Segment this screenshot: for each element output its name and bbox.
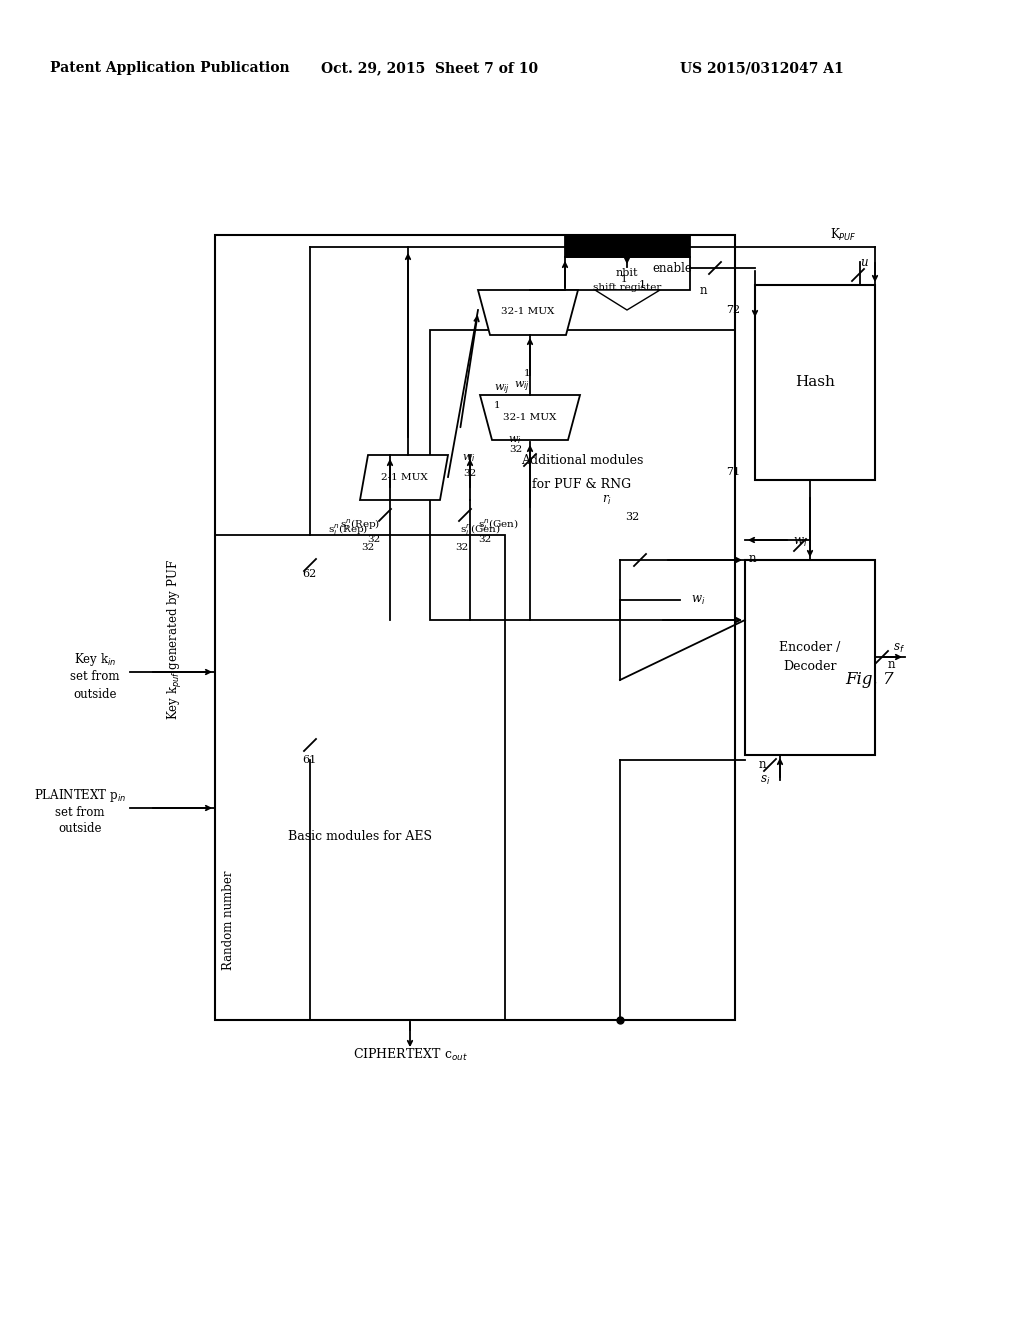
Bar <box>215 535 505 1020</box>
Text: 1: 1 <box>523 368 530 378</box>
Text: w$_{ij}$: w$_{ij}$ <box>514 380 530 395</box>
Text: 1: 1 <box>494 401 501 411</box>
Text: enable: enable <box>652 261 692 275</box>
Text: shift register: shift register <box>593 282 662 292</box>
Text: s$_{i}^{n}$(Rep): s$_{i}^{n}$(Rep) <box>340 517 380 533</box>
Text: K$_{PUF}$: K$_{PUF}$ <box>830 227 857 243</box>
Bar <box>755 285 874 480</box>
Text: Decoder: Decoder <box>783 660 837 673</box>
Text: 32: 32 <box>367 535 380 544</box>
Text: set from: set from <box>55 805 104 818</box>
Text: n: n <box>700 284 708 297</box>
Polygon shape <box>595 290 660 310</box>
Text: 32-1 MUX: 32-1 MUX <box>502 308 555 317</box>
Text: Encoder /: Encoder / <box>779 640 841 653</box>
Bar <box>215 235 735 1020</box>
Text: 32: 32 <box>509 446 522 454</box>
Text: s$_{f}$: s$_{f}$ <box>893 642 905 655</box>
Text: Basic modules for AES: Basic modules for AES <box>288 830 432 843</box>
Text: Patent Application Publication: Patent Application Publication <box>50 61 290 75</box>
Text: Hash: Hash <box>795 375 835 389</box>
Text: 2-1 MUX: 2-1 MUX <box>381 473 427 482</box>
Text: 72: 72 <box>726 305 740 315</box>
Text: 32: 32 <box>361 544 375 553</box>
Polygon shape <box>478 290 578 335</box>
Text: 32-1 MUX: 32-1 MUX <box>504 412 557 421</box>
Text: 1: 1 <box>639 280 646 290</box>
Text: s$_{i}$: s$_{i}$ <box>760 774 770 787</box>
Text: Oct. 29, 2015  Sheet 7 of 10: Oct. 29, 2015 Sheet 7 of 10 <box>322 61 539 75</box>
Text: r$_{i}$: r$_{i}$ <box>602 494 612 507</box>
Text: s$_{i}^{n}$(Gen): s$_{i}^{n}$(Gen) <box>478 517 519 533</box>
Text: 62: 62 <box>302 569 316 579</box>
Text: set from: set from <box>71 671 120 684</box>
Text: w$_{i}$: w$_{i}$ <box>462 451 476 463</box>
Text: w$_{i}$: w$_{i}$ <box>793 536 807 549</box>
Text: w$_{i}$: w$_{i}$ <box>690 594 705 607</box>
Text: n: n <box>759 758 766 771</box>
Text: outside: outside <box>74 688 117 701</box>
Text: 32: 32 <box>625 512 639 521</box>
Text: Fig. 7: Fig. 7 <box>846 672 894 689</box>
Text: PLAINTEXT p$_{in}$: PLAINTEXT p$_{in}$ <box>34 787 126 804</box>
Text: n: n <box>749 552 756 565</box>
Text: s$_{i}^{n}$(Rep): s$_{i}^{n}$(Rep) <box>328 523 368 537</box>
Polygon shape <box>480 395 580 440</box>
Text: US 2015/0312047 A1: US 2015/0312047 A1 <box>680 61 844 75</box>
Bar <box>430 330 735 620</box>
Text: nbit: nbit <box>615 268 638 279</box>
Text: u: u <box>860 256 867 268</box>
Text: Additional modules: Additional modules <box>521 454 643 466</box>
Bar <box>745 560 874 755</box>
Text: for PUF & RNG: for PUF & RNG <box>532 479 632 491</box>
Text: 1: 1 <box>621 276 627 285</box>
Text: 61: 61 <box>302 755 316 766</box>
Text: 32: 32 <box>463 470 476 479</box>
Polygon shape <box>360 455 449 500</box>
Text: n: n <box>888 657 896 671</box>
Text: outside: outside <box>58 822 101 836</box>
Text: Key k$_{in}$: Key k$_{in}$ <box>74 652 116 668</box>
Text: w$_{ij}$: w$_{ij}$ <box>494 383 510 397</box>
Text: 32: 32 <box>455 544 468 553</box>
Text: w$_{i}$: w$_{i}$ <box>508 434 522 446</box>
Text: 71: 71 <box>726 467 740 477</box>
Text: Random number: Random number <box>221 870 234 970</box>
Text: 32: 32 <box>478 535 492 544</box>
Bar <box>565 257 690 290</box>
Text: s$_{i}^{n}$(Gen): s$_{i}^{n}$(Gen) <box>460 523 501 537</box>
Bar <box>565 235 690 257</box>
Text: Key k$_{puf}$ generated by PUF: Key k$_{puf}$ generated by PUF <box>166 560 184 721</box>
Text: CIPHERTEXT c$_{out}$: CIPHERTEXT c$_{out}$ <box>352 1047 467 1063</box>
